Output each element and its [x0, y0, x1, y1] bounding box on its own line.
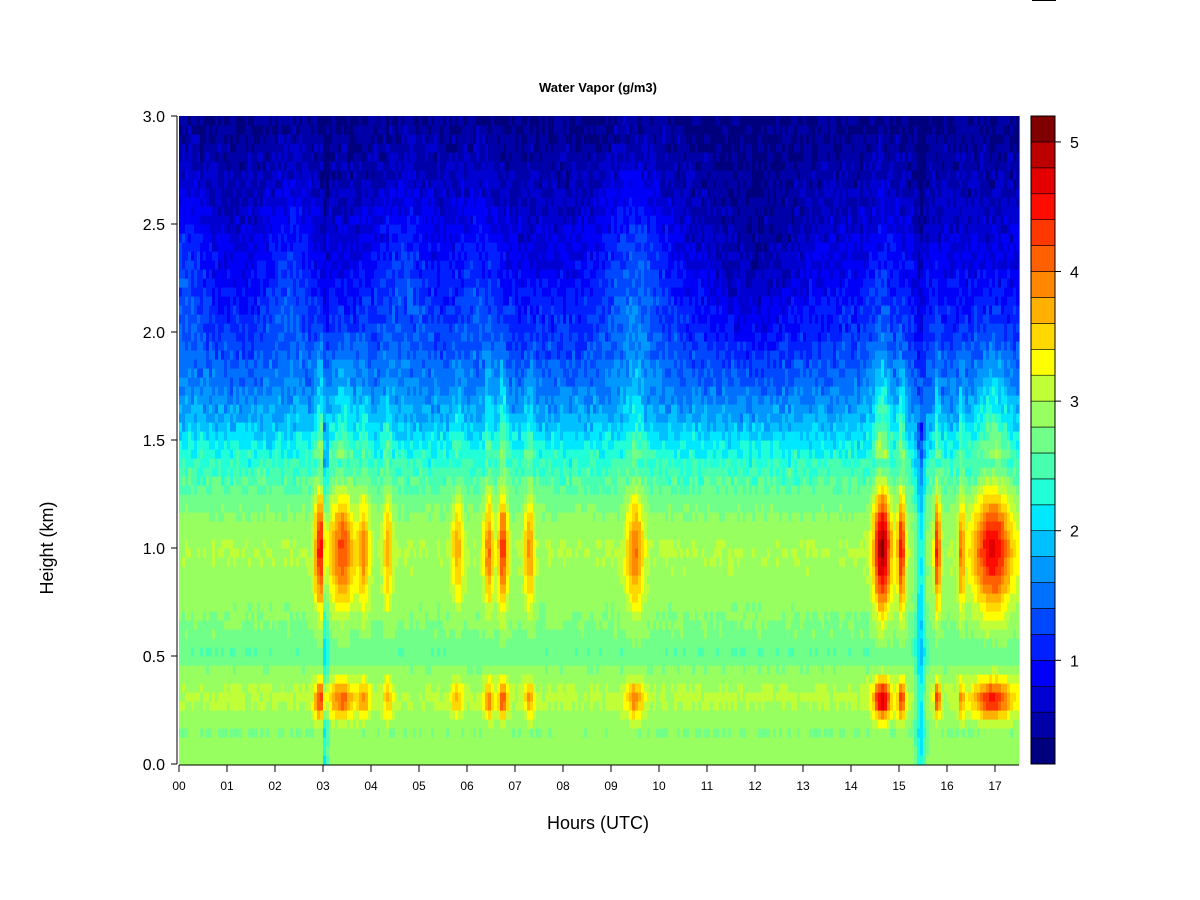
- chart-title: Water Vapor (g/m3): [539, 80, 657, 95]
- heatmap-cells: [179, 116, 1020, 765]
- heatmap-plot-area: [179, 116, 1020, 765]
- corner-mark: [1032, 0, 1056, 1]
